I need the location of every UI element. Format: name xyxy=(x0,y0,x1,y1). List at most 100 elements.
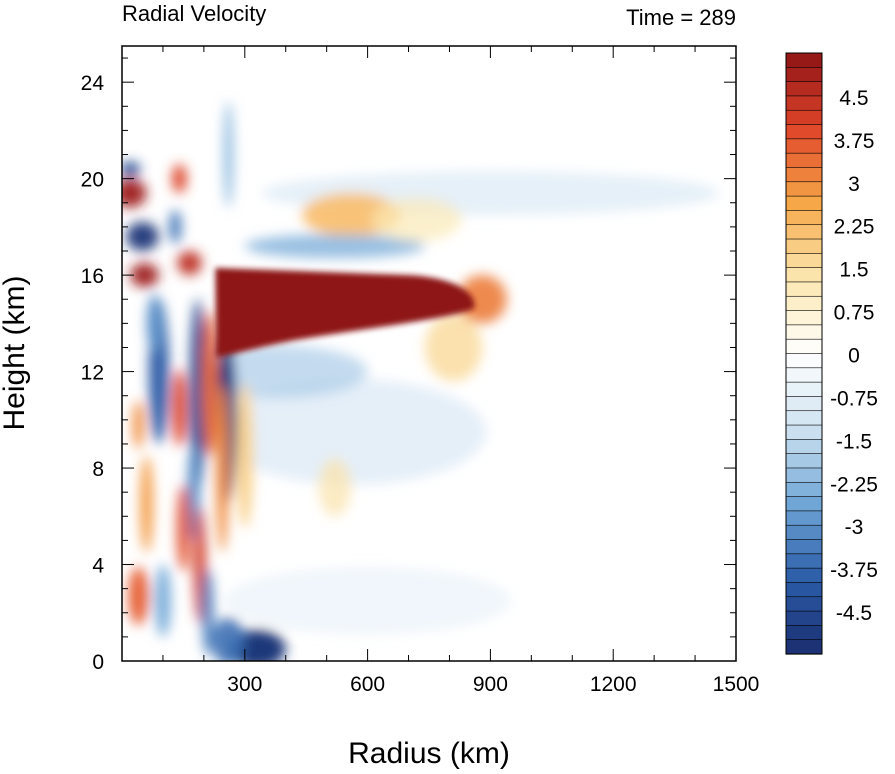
colorbar-label: 3.75 xyxy=(834,130,875,153)
inner-core-band xyxy=(201,569,215,657)
colorbar-label: -3.75 xyxy=(830,559,878,582)
colorbar-cell xyxy=(785,367,823,383)
colorbar-cell xyxy=(785,424,823,440)
inner-core-band xyxy=(130,263,159,288)
colorbar-cell xyxy=(785,281,823,297)
colorbar xyxy=(785,52,823,655)
colorbar-cell xyxy=(785,481,823,498)
inner-core-band xyxy=(154,564,172,637)
colorbar-label: 1.5 xyxy=(839,259,868,282)
colorbar-cell xyxy=(785,138,823,154)
colorbar-cell xyxy=(785,310,823,326)
colorbar-cell xyxy=(785,253,823,269)
colorbar-label: 0 xyxy=(848,345,860,368)
colorbar-cell xyxy=(785,524,823,541)
colorbar-label: -3 xyxy=(845,516,864,539)
y-tick-label: 16 xyxy=(81,265,104,288)
colorbar-cell xyxy=(785,553,823,569)
colorbar-cell xyxy=(785,195,823,212)
mid-level-outflow xyxy=(318,458,352,517)
colorbar-label: 3 xyxy=(848,173,860,196)
colorbar-label: 4.5 xyxy=(839,87,868,110)
colorbar-cell xyxy=(785,338,823,355)
inner-core-band xyxy=(201,311,219,456)
colorbar-label: 0.75 xyxy=(834,302,875,325)
upper-inflow-band xyxy=(244,234,425,259)
y-axis-ticks: 0 4 8 12 16 20 24 xyxy=(81,57,736,674)
x-tick-label: 600 xyxy=(350,673,385,696)
colorbar-label: 2.25 xyxy=(834,216,875,239)
colorbar-cell xyxy=(785,510,823,526)
inner-core-band xyxy=(236,383,253,529)
inner-core-band xyxy=(132,400,145,449)
colorbar-cell xyxy=(785,625,823,641)
colorbar-cell xyxy=(785,210,823,226)
colorbar-cell xyxy=(785,81,823,97)
inner-core-band xyxy=(177,251,202,276)
chart-title: Radial Velocity xyxy=(122,1,266,26)
colorbar-cell xyxy=(785,396,823,412)
colorbar-cell xyxy=(785,109,823,126)
colorbar-cell xyxy=(785,539,823,555)
colorbar-label: -4.5 xyxy=(836,602,872,625)
colorbar-cell xyxy=(785,167,823,183)
inner-core-band xyxy=(126,222,159,252)
plot-frame xyxy=(121,45,737,662)
colorbar-cell xyxy=(785,496,823,512)
outflow-spread xyxy=(424,313,483,382)
colorbar-cell xyxy=(785,381,823,398)
colorbar-cell xyxy=(785,567,823,584)
colorbar-labels: 4.5 3.75 3 2.25 1.5 0.75 0 -0.75 -1.5 -2.25 -3 -3.7… xyxy=(830,87,878,625)
colorbar-cell xyxy=(785,124,823,140)
x-tick-label: 1500 xyxy=(713,673,760,696)
colorbar-cell xyxy=(785,610,823,626)
colorbar-cell xyxy=(785,324,823,340)
y-tick-label: 24 xyxy=(81,72,105,95)
outflow-jet xyxy=(215,267,475,358)
colorbar-cell xyxy=(785,267,823,283)
colorbar-cell xyxy=(785,95,823,111)
colorbar-cell xyxy=(785,295,823,312)
x-tick-label: 1200 xyxy=(590,673,637,696)
inner-core-band xyxy=(128,566,149,625)
mid-inflow-region xyxy=(216,378,487,485)
inner-core-band xyxy=(169,210,182,244)
x-tick-label: 300 xyxy=(227,673,262,696)
inner-core-band xyxy=(122,178,147,208)
y-tick-label: 20 xyxy=(81,169,104,192)
x-axis-ticks: 300 600 900 1200 1500 xyxy=(162,46,760,696)
y-axis-label: Height (km) xyxy=(0,275,31,430)
time-label: Time = 289 xyxy=(626,5,736,30)
colorbar-cell xyxy=(785,453,823,469)
colorbar-cell xyxy=(785,467,823,483)
colorbar-frame xyxy=(785,52,823,655)
x-axis-label: Radius (km) xyxy=(348,737,510,770)
weak-outflow-band xyxy=(371,197,462,242)
inner-core-band xyxy=(223,101,234,208)
outflow-jet-edge xyxy=(457,275,507,324)
colorbar-cell xyxy=(785,67,823,83)
colorbar-cell xyxy=(785,410,823,426)
colorbar-cell xyxy=(785,224,823,240)
colorbar-cell xyxy=(785,238,823,254)
inner-core-band xyxy=(189,299,206,493)
colorbar-label: -0.75 xyxy=(830,387,878,410)
colorbar-label: -2.25 xyxy=(830,473,878,496)
y-tick-label: 12 xyxy=(81,362,104,385)
colorbar-cell xyxy=(785,152,823,169)
inner-core-band xyxy=(146,294,163,353)
colorbar-cell xyxy=(785,639,823,655)
colorbar-cell xyxy=(785,596,823,612)
colorbar-cell xyxy=(785,181,823,197)
inner-core-band xyxy=(215,383,229,553)
x-tick-label: 900 xyxy=(473,673,508,696)
y-tick-label: 4 xyxy=(92,555,104,578)
inner-core-band xyxy=(176,484,190,572)
colorbar-cell xyxy=(785,353,823,369)
y-tick-label: 0 xyxy=(92,651,104,674)
inner-core-band xyxy=(140,456,154,553)
colorbar-cell xyxy=(785,582,823,598)
lower-weak-inflow xyxy=(224,566,511,635)
inner-core-band xyxy=(171,369,187,447)
